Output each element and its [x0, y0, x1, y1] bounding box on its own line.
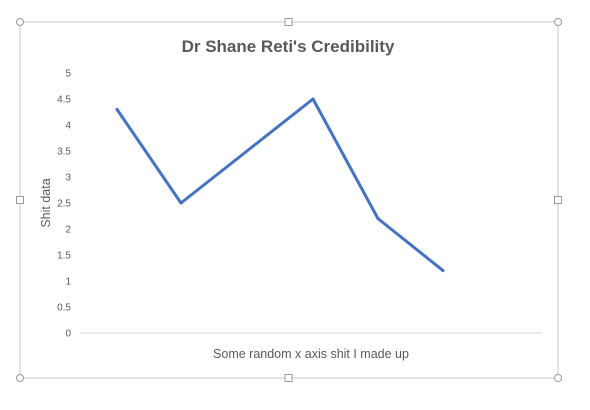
y-tick-label: 1.5 — [57, 251, 71, 262]
data-point[interactable] — [376, 217, 380, 221]
gridlines — [77, 70, 545, 334]
resize-handle-left[interactable] — [16, 196, 24, 204]
data-point[interactable] — [311, 97, 315, 101]
y-axis-title[interactable]: Shit data — [39, 178, 53, 227]
y-tick-label: 5 — [65, 69, 71, 80]
resize-handle-bottom-right[interactable] — [554, 374, 562, 382]
y-tick-label: 1 — [65, 277, 71, 288]
data-point[interactable] — [115, 107, 119, 111]
selection-frame[interactable] — [16, 18, 562, 382]
y-tick-label: 0 — [65, 329, 71, 340]
x-axis-title[interactable]: Some random x axis shit I made up — [213, 347, 409, 361]
y-tick-label: 3.5 — [57, 147, 71, 158]
data-point[interactable] — [441, 269, 445, 273]
y-axis-tick-labels: 0 0.5 1 1.5 2 2.5 3 3.5 4 4.5 5 — [57, 69, 71, 340]
resize-handle-top[interactable] — [284, 18, 293, 26]
resize-handle-bottom[interactable] — [284, 374, 293, 382]
chart-title[interactable]: Dr Shane Reti's Credibility — [182, 37, 395, 56]
resize-handle-right[interactable] — [554, 196, 562, 204]
y-tick-label: 4.5 — [57, 95, 71, 106]
data-point[interactable] — [245, 149, 249, 153]
y-tick-label: 2.5 — [57, 199, 71, 210]
resize-handle-top-right[interactable] — [554, 18, 562, 26]
resize-handle-bottom-left[interactable] — [16, 374, 24, 382]
series-layer[interactable] — [115, 97, 445, 273]
y-tick-label: 2 — [65, 225, 71, 236]
y-tick-label: 4 — [65, 121, 71, 132]
y-tick-label: 3 — [65, 173, 71, 184]
y-tick-label: 0.5 — [57, 303, 71, 314]
resize-handle-top-left[interactable] — [16, 18, 24, 26]
data-point[interactable] — [179, 201, 183, 205]
series-line[interactable] — [115, 97, 445, 273]
